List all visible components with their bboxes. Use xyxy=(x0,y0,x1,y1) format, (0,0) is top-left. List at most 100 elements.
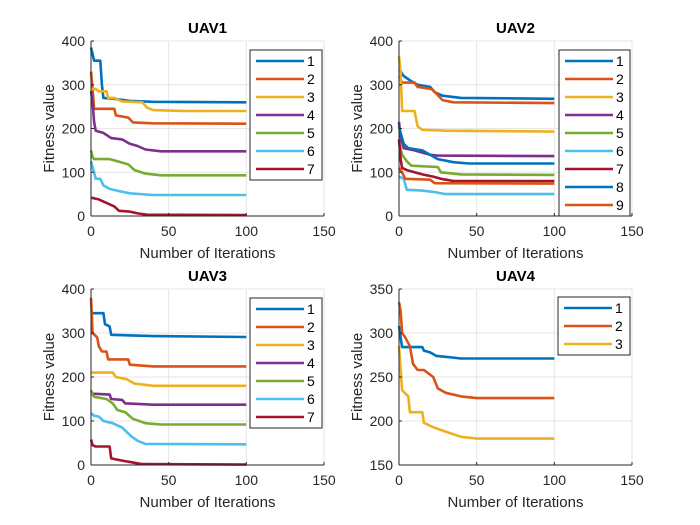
y-tick-label: 0 xyxy=(77,208,85,224)
legend-label-3: 3 xyxy=(616,89,624,105)
series-line-7 xyxy=(90,196,247,217)
y-tick-label: 300 xyxy=(370,325,394,341)
series-line-2 xyxy=(89,71,247,125)
series-line-7 xyxy=(89,439,247,466)
legend-label-3: 3 xyxy=(307,89,315,105)
y-tick-label: 200 xyxy=(62,369,86,385)
x-tick-label: 150 xyxy=(620,472,644,488)
y-tick-label: 350 xyxy=(370,281,394,297)
y-tick-label: 400 xyxy=(62,33,86,49)
y-axis-label: Fitness value xyxy=(349,84,366,172)
series-line-4 xyxy=(90,391,247,406)
y-tick-label: 150 xyxy=(370,457,394,473)
x-tick-label: 100 xyxy=(235,472,259,488)
series-line-3 xyxy=(397,346,555,440)
legend-label-8: 8 xyxy=(616,179,624,195)
legend-label-6: 6 xyxy=(616,143,624,159)
legend-label-1: 1 xyxy=(307,301,315,317)
y-tick-label: 100 xyxy=(62,164,86,180)
series-line-3 xyxy=(91,87,247,113)
legend-label-9: 9 xyxy=(616,197,624,213)
series-line-6 xyxy=(89,160,247,197)
series-line-5 xyxy=(89,150,247,177)
legend-label-6: 6 xyxy=(307,143,315,159)
x-tick-label: 50 xyxy=(161,223,177,239)
legend-label-7: 7 xyxy=(616,161,624,177)
series-line-1 xyxy=(397,68,555,101)
series-line-2 xyxy=(397,75,555,105)
series-line-5 xyxy=(89,389,247,426)
y-axis-label: Fitness value xyxy=(349,333,366,421)
y-tick-label: 200 xyxy=(370,413,394,429)
legend-label-7: 7 xyxy=(307,409,315,425)
y-tick-label: 400 xyxy=(62,281,86,297)
legend: 1 2 3 4 5 6 7 xyxy=(249,49,323,181)
legend-label-4: 4 xyxy=(616,107,624,123)
chart-title: UAV2 xyxy=(496,20,535,37)
x-axis-label: Number of Iterations xyxy=(448,245,584,262)
legend: 1 2 3 xyxy=(557,296,631,356)
legend-label-5: 5 xyxy=(616,125,624,141)
legend-label-2: 2 xyxy=(307,71,315,87)
y-tick-label: 400 xyxy=(370,33,394,49)
series-line-2 xyxy=(89,297,247,368)
legend-label-1: 1 xyxy=(307,53,315,69)
y-tick-label: 200 xyxy=(62,121,86,137)
x-tick-label: 50 xyxy=(469,223,485,239)
subplot-uav2: 0 50 100 150 0 100 200 300 400 UAV2 Number of Iter… xyxy=(349,20,644,262)
chart-title: UAV4 xyxy=(496,268,536,285)
legend-label-4: 4 xyxy=(307,355,315,371)
legend-label-6: 6 xyxy=(307,391,315,407)
series-line-5 xyxy=(397,141,555,177)
x-tick-label: 0 xyxy=(395,472,403,488)
y-tick-label: 100 xyxy=(370,164,394,180)
legend-label-1: 1 xyxy=(615,300,623,316)
x-tick-label: 150 xyxy=(312,472,336,488)
legend-label-3: 3 xyxy=(615,336,623,352)
y-axis-label: Fitness value xyxy=(41,84,58,172)
x-tick-label: 0 xyxy=(87,223,95,239)
series-line-4 xyxy=(89,91,247,153)
legend-label-5: 5 xyxy=(307,373,315,389)
x-tick-label: 0 xyxy=(395,223,403,239)
series-line-8 xyxy=(397,125,555,165)
chart-title: UAV3 xyxy=(188,268,227,285)
y-tick-label: 300 xyxy=(62,77,86,93)
series-line-1 xyxy=(91,311,247,339)
series-line-2 xyxy=(397,301,555,400)
x-tick-label: 0 xyxy=(87,472,95,488)
series-line-9 xyxy=(397,167,555,185)
y-tick-label: 300 xyxy=(62,325,86,341)
y-tick-label: 300 xyxy=(370,77,394,93)
x-tick-label: 50 xyxy=(161,472,177,488)
legend-label-5: 5 xyxy=(307,125,315,141)
x-tick-label: 150 xyxy=(620,223,644,239)
y-tick-label: 200 xyxy=(370,121,394,137)
legend-label-2: 2 xyxy=(307,319,315,335)
x-tick-label: 150 xyxy=(312,223,336,239)
x-tick-label: 100 xyxy=(543,223,567,239)
series-line-6 xyxy=(90,412,247,446)
legend-label-1: 1 xyxy=(616,53,624,69)
x-axis-label: Number of Iterations xyxy=(140,494,276,511)
y-tick-label: 250 xyxy=(370,369,394,385)
legend-label-2: 2 xyxy=(616,71,624,87)
legend-label-7: 7 xyxy=(307,161,315,177)
x-tick-label: 100 xyxy=(543,472,567,488)
y-axis-label: Fitness value xyxy=(41,333,58,421)
legend-label-4: 4 xyxy=(307,107,315,123)
y-tick-label: 0 xyxy=(77,457,85,473)
x-axis-label: Number of Iterations xyxy=(140,245,276,262)
subplot-uav3: 0 50 100 150 0 100 200 300 400 UAV3 Number of Iter… xyxy=(41,268,336,511)
subplot-uav1: 0 50 100 150 0 100 200 300 400 UAV1 Number of Iter… xyxy=(41,20,336,262)
y-tick-label: 0 xyxy=(385,208,393,224)
series-line-3 xyxy=(397,56,555,133)
series-line-3 xyxy=(91,371,247,388)
subplot-uav4: 0 50 100 150 150 200 250 300 350 UAV4 Number of It… xyxy=(349,268,644,511)
legend: 1 2 3 4 5 6 7 8 9 xyxy=(558,49,631,217)
legend-label-2: 2 xyxy=(615,318,623,334)
x-axis-label: Number of Iterations xyxy=(448,494,584,511)
series-line-6 xyxy=(398,175,555,196)
x-tick-label: 50 xyxy=(469,472,485,488)
